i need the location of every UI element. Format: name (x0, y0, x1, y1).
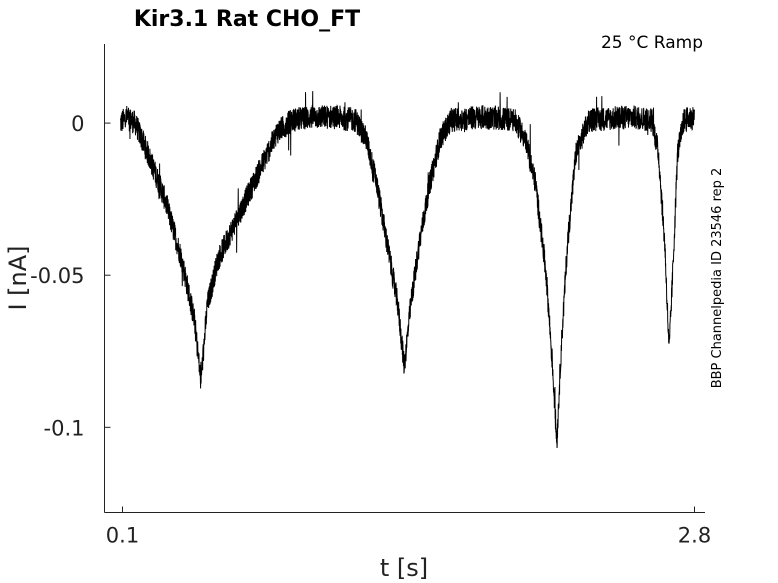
ticks-layer: 0 -0.05 -0.1 0.1 2.8 (30, 112, 711, 547)
plot-area: 0 -0.05 -0.1 0.1 2.8 (30, 44, 711, 548)
current-trace-line (119, 91, 695, 448)
x-tick-label: 0.1 (106, 524, 139, 548)
y-tick-label: 0 (71, 112, 84, 136)
y-tick-label: -0.1 (44, 416, 85, 440)
chart-title: Kir3.1 Rat CHO_FT (134, 7, 360, 32)
trace-layer (119, 91, 695, 448)
y-tick-label: -0.05 (30, 264, 84, 288)
x-tick-label: 2.8 (678, 524, 711, 548)
x-axis-label: t [s] (380, 554, 428, 582)
y-axis-label: I [nA] (4, 245, 32, 310)
side-annotation: BBP Channelpedia ID 23546 rep 2 (710, 168, 725, 389)
chart-subtitle: 25 °C Ramp (601, 33, 703, 53)
